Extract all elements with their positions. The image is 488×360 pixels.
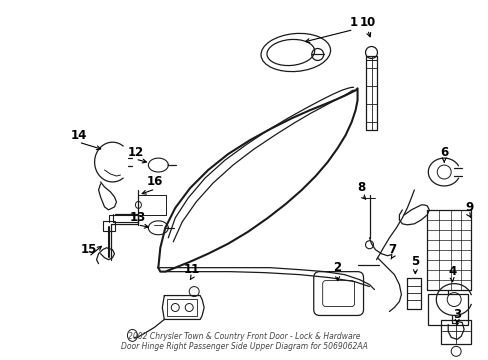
Text: 10: 10 (359, 16, 375, 29)
Text: 2002 Chrysler Town & Country Front Door - Lock & Hardware
Door Hinge Right Passe: 2002 Chrysler Town & Country Front Door … (121, 332, 367, 351)
Text: 13: 13 (129, 211, 145, 224)
Text: 11: 11 (183, 263, 200, 276)
Text: 14: 14 (70, 129, 87, 142)
Text: 8: 8 (357, 181, 365, 194)
Text: 3: 3 (452, 308, 460, 321)
Text: 7: 7 (387, 243, 396, 256)
Text: 9: 9 (464, 201, 472, 215)
Text: 12: 12 (127, 145, 143, 159)
Text: 4: 4 (447, 265, 455, 278)
Text: 5: 5 (410, 255, 419, 268)
Text: 1: 1 (349, 16, 357, 29)
Text: 6: 6 (439, 145, 447, 159)
Text: 2: 2 (333, 261, 341, 274)
Text: 16: 16 (147, 175, 163, 189)
Text: 15: 15 (80, 243, 97, 256)
